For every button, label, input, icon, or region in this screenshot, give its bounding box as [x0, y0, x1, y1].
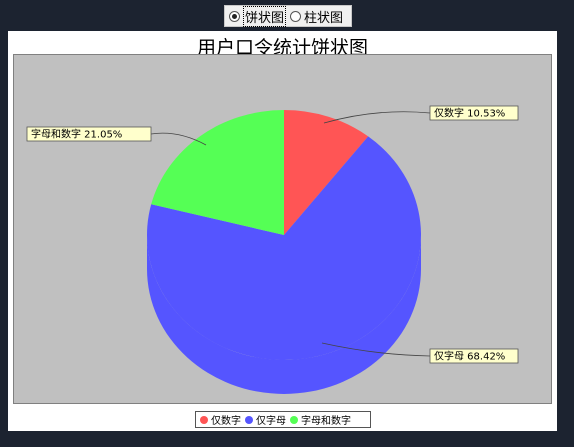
legend-swatch-mixed: [290, 416, 298, 424]
legend-label-letters: 仅字母: [256, 412, 286, 427]
legend-item-digits: 仅数字: [200, 412, 241, 427]
legend-item-mixed: 字母和数字: [290, 412, 351, 427]
radio-bar-label: 柱状图: [304, 7, 343, 26]
pie-label-text: 字母和数字 21.05%: [31, 128, 122, 141]
legend-item-letters: 仅字母: [245, 412, 286, 427]
radio-unchecked-icon: [290, 11, 301, 22]
radio-checked-icon: [229, 11, 240, 22]
legend-swatch-letters: [245, 416, 253, 424]
legend-swatch-digits: [200, 416, 208, 424]
radio-pie-chart[interactable]: 饼状图: [229, 6, 286, 27]
radio-pie-label: 饼状图: [243, 6, 286, 27]
pie-chart: 仅数字 10.53% 仅字母 68.42% 字母和数字 21.05%: [14, 55, 551, 403]
chart-type-toggle: 饼状图 柱状图: [224, 5, 352, 27]
legend: 仅数字 仅字母 字母和数字: [195, 411, 371, 428]
radio-bar-chart[interactable]: 柱状图: [290, 7, 343, 26]
legend-label-mixed: 字母和数字: [301, 412, 351, 427]
pie-label-text: 仅数字 10.53%: [434, 107, 505, 120]
pie-label-text: 仅字母 68.42%: [434, 350, 505, 363]
chart-panel: 用户口令统计饼状图 仅数字 10.53% 仅字母 68.42% 字母和数字 21.0…: [8, 31, 557, 431]
plot-area: 仅数字 10.53% 仅字母 68.42% 字母和数字 21.05%: [13, 54, 552, 404]
legend-label-digits: 仅数字: [211, 412, 241, 427]
